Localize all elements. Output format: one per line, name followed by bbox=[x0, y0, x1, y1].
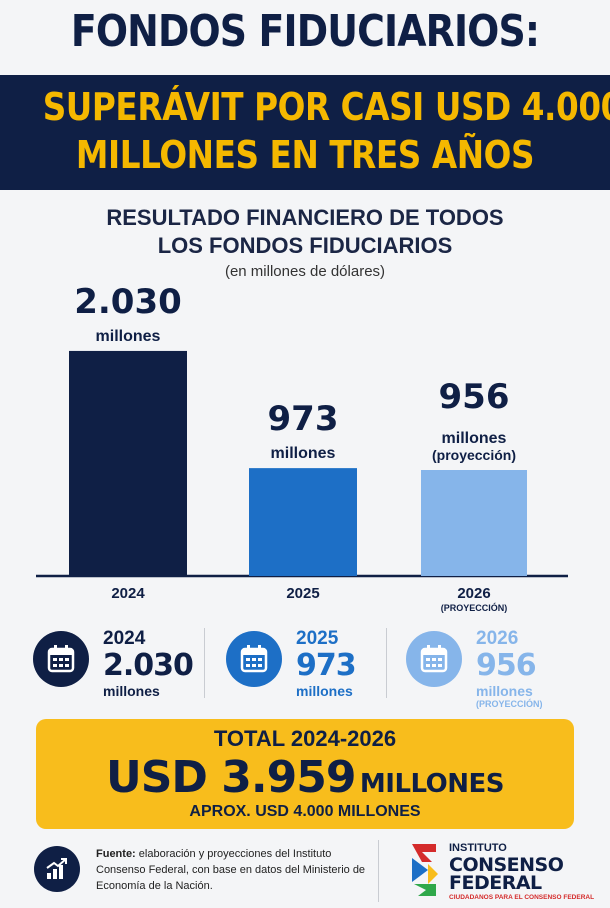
growth-chart-icon bbox=[34, 846, 80, 892]
page-title: FONDOS FIDUCIARIOS: bbox=[70, 6, 540, 57]
calendar-icon bbox=[406, 631, 462, 687]
source-text: elaboración y proyecciones del Instituto… bbox=[96, 848, 366, 892]
bar-2026 bbox=[421, 470, 527, 576]
x-tick-note: (PROYECCIÓN) bbox=[441, 602, 508, 613]
stat-value: 2.030 bbox=[103, 648, 194, 683]
divider bbox=[386, 628, 387, 698]
total-box: TOTAL 2024-2026 USD 3.959 MILLONES APROX… bbox=[36, 719, 574, 829]
bar-value-label: 956 bbox=[439, 377, 510, 417]
divider bbox=[378, 840, 379, 902]
source-note: Fuente: elaboración y proyecciones del I… bbox=[96, 846, 366, 894]
bar-note-label: (proyección) bbox=[432, 447, 516, 463]
bar-value-label: 973 bbox=[268, 399, 339, 439]
bar-2025 bbox=[249, 468, 357, 576]
stat-year: 2024 bbox=[103, 628, 146, 649]
bar-chart: 2.030 millones 2024 973 millones 2025 956 millo… bbox=[36, 282, 568, 613]
total-unit: MILLONES bbox=[359, 769, 505, 799]
headline-line-1: SUPERÁVIT POR CASI USD 4.000 bbox=[42, 85, 610, 129]
chart-title-line-1: RESULTADO FINANCIERO DE TODOS bbox=[106, 205, 504, 230]
divider bbox=[204, 628, 205, 698]
total-approx: APROX. USD 4.000 MILLONES bbox=[189, 803, 421, 820]
x-tick-label: 2025 bbox=[286, 585, 319, 602]
stat-unit: millones bbox=[296, 683, 353, 699]
stat-unit: millones bbox=[476, 683, 533, 699]
headline-banner: SUPERÁVIT POR CASI USD 4.000 MILLONES EN… bbox=[0, 75, 610, 190]
org-name-line-2: CONSENSO bbox=[449, 854, 564, 876]
org-name-line-1: INSTITUTO bbox=[449, 842, 507, 854]
org-name-line-3: FEDERAL bbox=[449, 872, 542, 894]
stat-year: 2026 bbox=[476, 628, 519, 649]
stat-note: (PROYECCIÓN) bbox=[476, 699, 543, 709]
bar-2024 bbox=[69, 350, 187, 576]
stat-value: 973 bbox=[296, 648, 357, 683]
total-value: USD 3.959 bbox=[106, 752, 356, 803]
consenso-federal-logo bbox=[412, 844, 438, 896]
headline-line-2: MILLONES EN TRES AÑOS bbox=[75, 133, 535, 177]
stat-unit: millones bbox=[103, 683, 160, 699]
total-value-line: USD 3.959 MILLONES bbox=[36, 752, 574, 803]
calendar-icon bbox=[226, 631, 282, 687]
x-tick-label: 2024 bbox=[111, 585, 145, 602]
bar-unit-label: millones bbox=[96, 328, 161, 345]
calendar-icon bbox=[33, 631, 89, 687]
total-label: TOTAL 2024-2026 bbox=[213, 726, 397, 751]
bar-value-label: 2.030 bbox=[74, 282, 182, 322]
bar-unit-label: millones bbox=[271, 445, 336, 462]
bar-unit-label: millones bbox=[442, 430, 507, 447]
x-tick-label: 2026 bbox=[457, 585, 490, 602]
footer: Fuente: elaboración y proyecciones del I… bbox=[0, 832, 610, 908]
stat-year: 2025 bbox=[296, 628, 339, 649]
stat-value: 956 bbox=[476, 648, 537, 683]
chart-unit-label: (en millones de dólares) bbox=[224, 263, 386, 280]
source-label: Fuente: bbox=[96, 848, 136, 860]
org-tagline: CIUDADANOS PARA EL CONSENSO FEDERAL bbox=[449, 894, 595, 901]
chart-title-line-2: LOS FONDOS FIDUCIARIOS bbox=[157, 233, 453, 258]
stats-row: 2024 2.030 millones 2025 973 millones 20… bbox=[0, 620, 610, 715]
